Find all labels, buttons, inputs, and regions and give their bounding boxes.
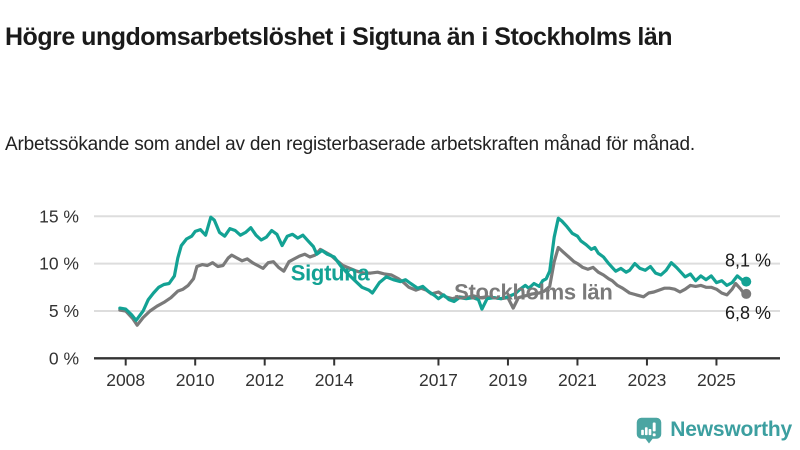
x-tick-label: 2023	[627, 370, 666, 390]
x-tick-label: 2010	[176, 370, 215, 390]
x-tick-label: 2014	[315, 370, 354, 390]
x-tick-label: 2025	[697, 370, 736, 390]
newsworthy-chart-bubble-icon	[637, 417, 662, 444]
x-tick-label: 2021	[558, 370, 597, 390]
brand-name: Newsworthy	[670, 418, 792, 441]
series-end-dot-stockholms-l-n	[741, 288, 752, 299]
series-end-dot-sigtuna	[741, 276, 752, 287]
y-tick-label: 10 %	[39, 254, 79, 274]
x-tick-label: 2017	[419, 370, 458, 390]
series-inline-label-sigtuna: Sigtuna	[291, 261, 371, 286]
series-inline-label-stockholms-l-n: Stockholms län	[454, 280, 612, 305]
x-tick-label: 2012	[245, 370, 284, 390]
series-end-value-stockholms-l-n: 6,8 %	[725, 303, 771, 323]
series-end-value-sigtuna: 8,1 %	[725, 251, 771, 271]
newsworthy-logo[interactable]: Newsworthy	[635, 416, 792, 444]
y-tick-label: 5 %	[49, 301, 79, 321]
y-tick-label: 15 %	[39, 206, 79, 226]
page-title: Högre ungdomsarbetslöshet i Sigtuna än i…	[5, 22, 673, 51]
x-tick-label: 2019	[488, 370, 527, 390]
chart-subtitle: Arbetssökande som andel av den registerb…	[5, 134, 695, 155]
y-tick-label: 0 %	[49, 348, 79, 368]
series-line-sigtuna	[118, 215, 746, 322]
x-tick-label: 2008	[106, 370, 145, 390]
series-line-stockholms-l-n	[118, 245, 746, 327]
